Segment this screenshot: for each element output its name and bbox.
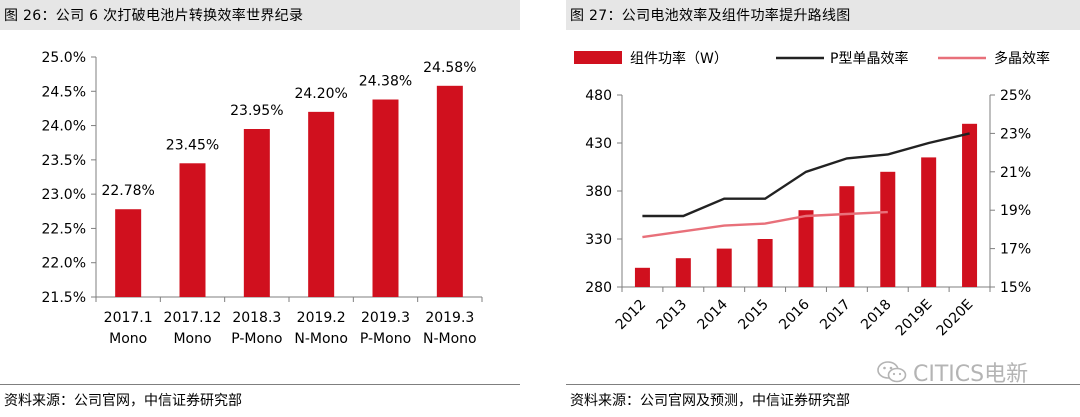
power-bar (921, 157, 937, 287)
legend-label-mono: P型单晶效率 (830, 50, 908, 67)
y-tick-label: 23.0% (42, 187, 86, 203)
right-title-bar: 图 27：公司电池效率及组件功率提升路线图 (566, 0, 1080, 30)
x-tick-label: 2014 (695, 296, 732, 333)
right-source-divider (566, 384, 1080, 385)
x-tick-label: 2012 (613, 297, 650, 334)
bar-data-label: 24.20% (294, 86, 347, 102)
bar-data-label: 24.38% (359, 74, 412, 90)
y-tick-label: 24.0% (42, 119, 86, 135)
x-tick-label: 2017.1 (104, 310, 153, 326)
x-tick-label: Mono (109, 331, 147, 347)
right-y-tick-label: 21% (1000, 165, 1031, 181)
left-y-tick-label: 480 (585, 88, 612, 104)
x-tick-label: P-Mono (231, 331, 282, 347)
legend-swatch-power (574, 51, 622, 64)
bar (243, 129, 270, 297)
right-y-tick-label: 17% (1000, 242, 1031, 258)
power-bar (675, 258, 691, 287)
left-chart-title: 图 26：公司 6 次打破电池片转换效率世界纪录 (4, 8, 304, 24)
y-tick-label: 22.0% (42, 256, 86, 272)
y-tick-label: 24.5% (42, 84, 86, 100)
bar (372, 99, 399, 297)
x-tick-label: 2016 (776, 296, 813, 333)
x-tick-label: 2013 (654, 297, 691, 334)
y-tick-label: 23.5% (42, 153, 86, 169)
x-tick-label: 2020E (934, 297, 977, 340)
x-tick-label: 2015 (735, 297, 772, 334)
p-type-mono-efficiency-line (642, 132, 970, 218)
watermark: CITICS电新 (877, 356, 1028, 388)
right-y-tick-label: 19% (1000, 203, 1031, 219)
watermark-text: CITICS电新 (913, 362, 1029, 387)
x-tick-label: 2019.3 (425, 310, 474, 326)
left-y-tick-label: 330 (585, 232, 612, 248)
x-tick-label: N-Mono (423, 331, 477, 347)
power-bar (880, 171, 896, 287)
left-y-tick-label: 280 (585, 280, 612, 296)
bar-data-label: 22.78% (101, 183, 154, 199)
left-chart-panel: 图 26：公司 6 次打破电池片转换效率世界纪录 21.5% 22.0% 22.5%… (0, 0, 520, 417)
bar-data-label: 24.58% (423, 60, 476, 76)
right-y-tick-label: 23% (1000, 126, 1031, 142)
power-bar (634, 267, 650, 287)
left-source-note: 资料来源：公司官网，中信证券研究部 (4, 393, 242, 409)
bar-data-label: 23.45% (166, 137, 219, 153)
right-chart-title: 图 27：公司电池效率及组件功率提升路线图 (570, 8, 851, 24)
legend-label-poly: 多晶效率 (994, 50, 1050, 67)
y-tick-label: 22.5% (42, 221, 86, 237)
x-tick-label: N-Mono (294, 331, 348, 347)
x-tick-label: 2019E (893, 297, 936, 340)
power-bar (757, 239, 773, 287)
left-source-divider (0, 384, 520, 385)
bar-data-label: 23.95% (230, 103, 283, 119)
power-bar (962, 123, 978, 287)
power-bar (839, 186, 855, 287)
right-y-tick-label: 15% (1000, 280, 1031, 296)
x-tick-label: 2018 (858, 297, 895, 334)
right-y-tick-label: 25% (1000, 88, 1031, 104)
right-chart-panel: 图 27：公司电池效率及组件功率提升路线图 280 330 380 430 480 15%… (566, 0, 1080, 417)
right-source-note: 资料来源：公司官网及预测，中信证券研究部 (570, 393, 850, 409)
power-bar (716, 248, 732, 287)
efficiency-record-chart: 21.5% 22.0% 22.5% 23.0% 23.5% 24.0% 24.5% 25.0%… (42, 50, 483, 347)
bar (179, 163, 206, 297)
bar (308, 111, 335, 297)
x-tick-label: Mono (173, 331, 211, 347)
poly-efficiency-line (642, 210, 888, 239)
y-tick-label: 21.5% (42, 290, 86, 306)
x-tick-label: 2018.3 (232, 310, 281, 326)
x-tick-label: 2017 (817, 297, 854, 334)
wechat-icon (877, 361, 907, 383)
y-tick-label: 25.0% (42, 50, 86, 66)
left-title-bar: 图 26：公司 6 次打破电池片转换效率世界纪录 (0, 0, 520, 30)
x-tick-label: 2019.2 (297, 310, 346, 326)
x-tick-label: 2017.12 (164, 310, 222, 326)
bar (436, 85, 463, 297)
legend-label-power: 组件功率（W） (630, 50, 728, 67)
power-bar (798, 210, 814, 287)
left-y-tick-label: 430 (585, 136, 612, 152)
left-y-tick-label: 380 (585, 184, 612, 200)
bar (115, 209, 142, 297)
x-tick-label: 2019.3 (361, 310, 410, 326)
x-tick-label: P-Mono (360, 331, 411, 347)
